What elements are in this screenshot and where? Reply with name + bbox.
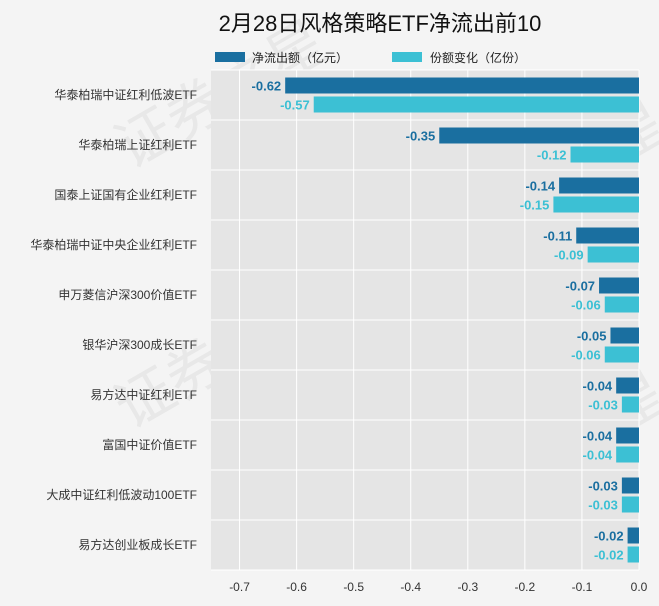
data-label-net-outflow: -0.07: [565, 279, 595, 294]
data-label-share-change: -0.12: [537, 148, 567, 163]
category-label: 华泰柏瑞中证中央企业红利ETF: [30, 237, 197, 252]
category-label: 银华沪深300成长ETF: [82, 338, 197, 352]
bar-net-outflow: [627, 527, 639, 544]
chart-title: 2月28日风格策略ETF净流出前10: [219, 11, 542, 36]
data-label-share-change: -0.02: [594, 548, 624, 563]
x-tick-label: -0.5: [343, 580, 364, 594]
bar-net-outflow: [559, 177, 639, 194]
x-tick-label: -0.4: [400, 580, 421, 594]
bar-share-change: [570, 146, 639, 163]
bar-share-change: [621, 396, 639, 413]
data-labels: -0.62 -0.57 -0.35 -0.12 -0.14 -0.15 -0.11 -0.09…: [252, 79, 624, 563]
data-label-net-outflow: -0.04: [583, 429, 613, 444]
bar-net-outflow: [616, 427, 639, 444]
data-label-net-outflow: -0.02: [594, 529, 624, 544]
bar-net-outflow: [439, 127, 639, 144]
data-label-share-change: -0.57: [280, 98, 310, 113]
category-label: 大成中证红利低波动100ETF: [46, 487, 197, 502]
category-label: 易方达中证红利ETF: [90, 387, 197, 402]
data-label-share-change: -0.04: [583, 448, 613, 463]
legend: 净流出额（亿元） 份额变化（亿份）: [215, 50, 526, 65]
data-label-share-change: -0.15: [520, 198, 550, 213]
category-label: 国泰上证国有企业红利ETF: [54, 187, 197, 202]
x-tick-label: -0.6: [286, 580, 307, 594]
x-tick-label: -0.2: [515, 580, 536, 594]
data-label-share-change: -0.03: [588, 398, 618, 413]
category-labels: 华泰柏瑞中证红利低波ETF 华泰柏瑞上证红利ETF 国泰上证国有企业红利ETF 华泰柏…: [30, 87, 197, 552]
data-label-share-change: -0.09: [554, 248, 584, 263]
x-tick-label: -0.7: [229, 580, 250, 594]
data-label-net-outflow: -0.11: [543, 229, 572, 244]
category-label: 易方达创业板成长ETF: [78, 537, 197, 552]
category-label: 华泰柏瑞中证红利低波ETF: [54, 87, 197, 102]
bar-share-change: [604, 346, 639, 363]
bar-net-outflow: [576, 227, 639, 244]
legend-label-net-outflow: 净流出额（亿元）: [252, 50, 348, 65]
bar-net-outflow: [610, 327, 639, 344]
legend-label-share-change: 份额变化（亿份）: [430, 50, 526, 65]
data-label-net-outflow: -0.05: [577, 329, 607, 344]
data-label-share-change: -0.06: [571, 348, 601, 363]
legend-swatch-share-change: [392, 52, 422, 62]
bar-share-change: [553, 196, 639, 213]
x-tick-label: -0.3: [457, 580, 478, 594]
data-label-net-outflow: -0.14: [525, 179, 555, 194]
data-label-net-outflow: -0.04: [583, 379, 613, 394]
bar-share-change: [587, 246, 639, 263]
bars: [285, 77, 639, 563]
bar-share-change: [313, 96, 639, 113]
data-label-share-change: -0.03: [588, 498, 618, 513]
x-axis-ticks: -0.7 -0.6 -0.5 -0.4 -0.3 -0.2 -0.1 0.0: [229, 580, 647, 594]
bar-net-outflow: [599, 277, 639, 294]
data-label-net-outflow: -0.35: [406, 129, 436, 144]
category-label: 富国中证价值ETF: [102, 437, 197, 452]
x-tick-label: -0.1: [572, 580, 593, 594]
category-label: 华泰柏瑞上证红利ETF: [78, 137, 197, 152]
bar-share-change: [616, 446, 639, 463]
category-label: 申万菱信沪深300价值ETF: [58, 287, 197, 302]
bar-share-change: [627, 546, 639, 563]
bar-share-change: [621, 496, 639, 513]
bar-net-outflow: [285, 77, 639, 94]
data-label-net-outflow: -0.03: [588, 479, 618, 494]
data-label-share-change: -0.06: [571, 298, 601, 313]
bar-net-outflow: [616, 377, 639, 394]
data-label-net-outflow: -0.62: [252, 79, 282, 94]
x-tick-label: 0.0: [631, 580, 648, 594]
legend-swatch-net-outflow: [215, 52, 245, 62]
bar-net-outflow: [621, 477, 639, 494]
bar-share-change: [604, 296, 639, 313]
